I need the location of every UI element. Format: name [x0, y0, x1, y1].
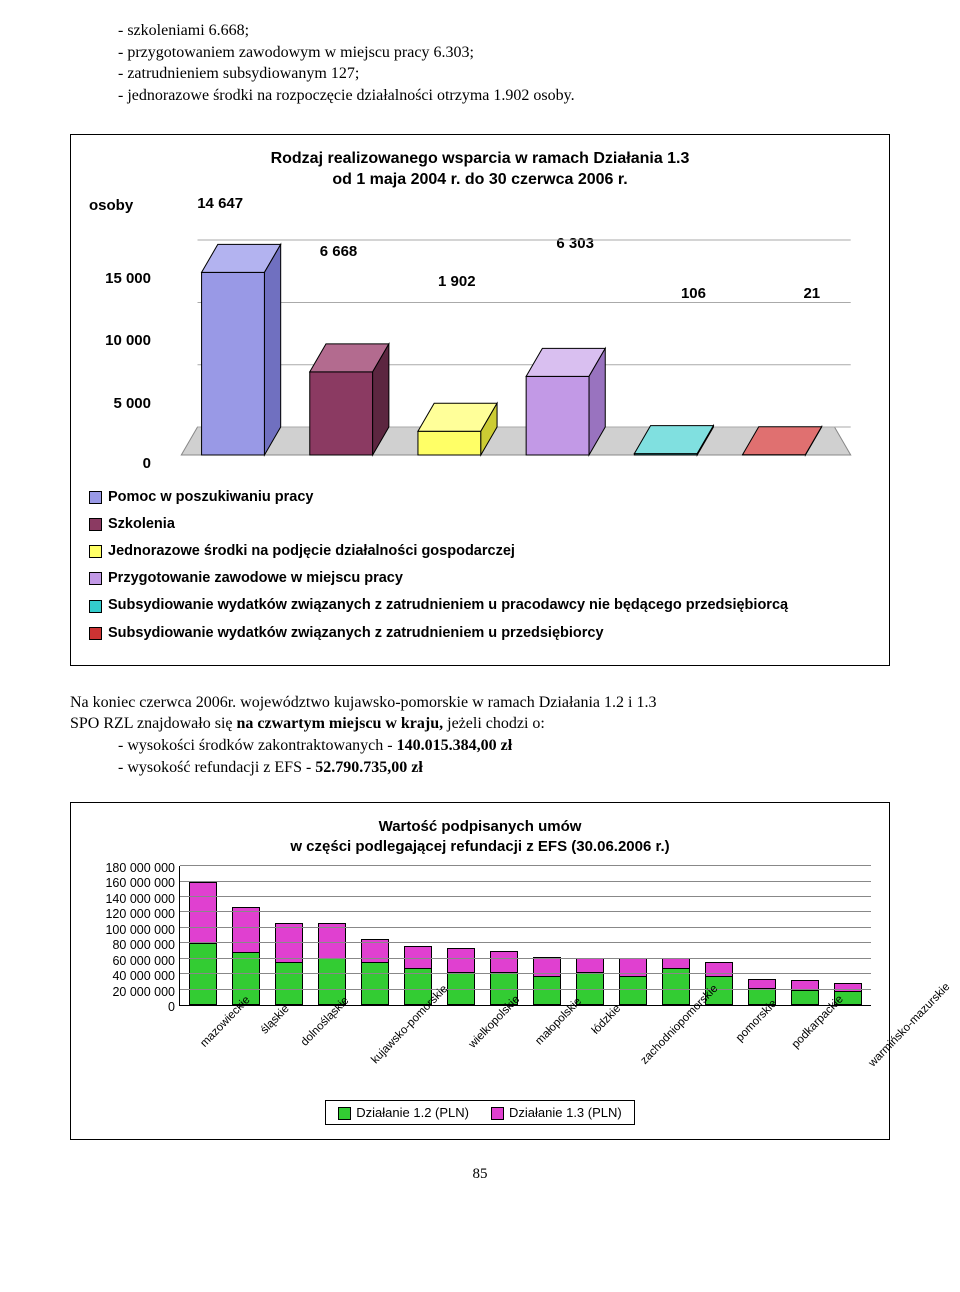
- chart2-bar: [740, 866, 783, 1005]
- chart1-legend-item: Szkolenia: [89, 515, 871, 533]
- chart2-title-line: w części podlegającej refundacji z EFS (…: [89, 837, 871, 857]
- midtext-sub-bold: 140.015.384,00 zł: [397, 737, 513, 754]
- chart1-legend: Pomoc w poszukiwaniu pracy Szkolenia Jedno…: [89, 488, 871, 642]
- chart2-legend: Działanie 1.2 (PLN) Działanie 1.3 (PLN): [325, 1100, 635, 1125]
- chart1-ylabel: osoby: [89, 195, 161, 214]
- chart2-ytick: 0: [168, 1000, 175, 1014]
- chart2-xlabels: mazowieckieśląskiedolnośląskiekujawsko-p…: [179, 1006, 871, 1092]
- legend-swatch: [89, 600, 102, 613]
- chart2-bar: [225, 866, 268, 1005]
- chart2-bar: [783, 866, 826, 1005]
- intro-line: - zatrudnieniem subsydiowanym 127;: [118, 63, 890, 85]
- legend-swatch: [89, 627, 102, 640]
- midtext-bold: na czwartym miejscu w kraju,: [237, 715, 444, 732]
- midtext: Na koniec czerwca 2006r. województwo kuj…: [70, 694, 656, 711]
- chart2-bar: [311, 866, 354, 1005]
- chart1-legend-label: Pomoc w poszukiwaniu pracy: [108, 488, 313, 506]
- chart1-plot: [161, 220, 871, 470]
- intro-line: - szkoleniami 6.668;: [118, 20, 890, 42]
- chart2-bar: [440, 866, 483, 1005]
- chart1-title-line: od 1 maja 2004 r. do 30 czerwca 2006 r.: [89, 170, 871, 191]
- chart2-title-line: Wartość podpisanych umów: [89, 817, 871, 837]
- chart1-legend-item: Subsydiowanie wydatków związanych z zatr…: [89, 596, 871, 614]
- chart1-legend-label: Subsydiowanie wydatków związanych z zatr…: [108, 624, 604, 642]
- chart1-legend-item: Jednorazowe środki na podjęcie działalno…: [89, 542, 871, 560]
- intro-line: - przygotowaniem zawodowym w miejscu pra…: [118, 42, 890, 64]
- chart2-plot: [179, 866, 871, 1006]
- chart2-bar: [354, 866, 397, 1005]
- chart2-ytick: 140 000 000: [105, 892, 175, 906]
- chart1-ytick: 5 000: [113, 395, 151, 412]
- midtext-sub: - wysokość refundacji z EFS -: [118, 759, 315, 776]
- legend-swatch: [89, 572, 102, 585]
- chart1-yaxis: 15 000 10 000 5 000 0: [89, 220, 159, 470]
- midtext-block: Na koniec czerwca 2006r. województwo kuj…: [70, 692, 890, 778]
- chart1-legend-item: Pomoc w poszukiwaniu pracy: [89, 488, 871, 506]
- legend-swatch: [89, 545, 102, 558]
- chart1-legend-label: Subsydiowanie wydatków związanych z zatr…: [108, 596, 788, 614]
- chart2-container: Wartość podpisanych umów w części podleg…: [70, 802, 890, 1140]
- chart2-bar: [182, 866, 225, 1005]
- chart2-ytick: 180 000 000: [105, 861, 175, 875]
- chart2-xlabel: warmińsko-mazurskie: [859, 974, 960, 1114]
- chart2-bar: [483, 866, 526, 1005]
- chart2-bar: [568, 866, 611, 1005]
- chart1-value-label: 14 647: [161, 195, 279, 214]
- chart1-value-labels: 14 6476 6681 9026 30310621: [161, 195, 871, 214]
- chart1-legend-label: Przygotowanie zawodowe w miejscu pracy: [108, 569, 403, 587]
- chart1-ytick: 10 000: [105, 332, 151, 349]
- chart2-ytick: 160 000 000: [105, 876, 175, 890]
- chart2-bar: [826, 866, 869, 1005]
- chart2-legend-label: Działanie 1.3 (PLN): [509, 1105, 622, 1120]
- midtext-sub-bold: 52.790.735,00 zł: [315, 759, 423, 776]
- legend-swatch: [89, 518, 102, 531]
- chart2-bar: [526, 866, 569, 1005]
- midtext: jeżeli chodzi o:: [443, 715, 545, 732]
- midtext-sub: - wysokości środków zakontraktowanych -: [118, 737, 397, 754]
- legend-swatch: [338, 1107, 351, 1120]
- chart1-legend-label: Szkolenia: [108, 515, 175, 533]
- chart2-ytick: 20 000 000: [112, 985, 175, 999]
- chart2-ytick: 60 000 000: [112, 954, 175, 968]
- midtext: SPO RZL znajdowało się: [70, 715, 237, 732]
- chart1-container: Rodzaj realizowanego wsparcia w ramach D…: [70, 134, 890, 665]
- chart1-title-line: Rodzaj realizowanego wsparcia w ramach D…: [89, 149, 871, 170]
- chart2-ytick: 120 000 000: [105, 907, 175, 921]
- chart2-ytick: 40 000 000: [112, 969, 175, 983]
- chart1-ytick: 15 000: [105, 270, 151, 287]
- chart2-bar: [611, 866, 654, 1005]
- legend-swatch: [89, 491, 102, 504]
- chart1-ytick: 0: [143, 455, 151, 472]
- chart1-legend-item: Przygotowanie zawodowe w miejscu pracy: [89, 569, 871, 587]
- chart2-bar: [654, 866, 697, 1005]
- intro-line: - jednorazowe środki na rozpoczęcie dzia…: [118, 85, 890, 107]
- legend-swatch: [491, 1107, 504, 1120]
- chart1-legend-label: Jednorazowe środki na podjęcie działalno…: [108, 542, 515, 560]
- chart2-ytick: 80 000 000: [112, 938, 175, 952]
- chart2-yaxis: 180 000 000160 000 000140 000 000120 000…: [89, 866, 179, 1006]
- chart2-legend-label: Działanie 1.2 (PLN): [356, 1105, 469, 1120]
- chart2-bar: [268, 866, 311, 1005]
- chart2-ytick: 100 000 000: [105, 923, 175, 937]
- intro-bullets: - szkoleniami 6.668; - przygotowaniem za…: [70, 20, 890, 106]
- chart1-legend-item: Subsydiowanie wydatków związanych z zatr…: [89, 624, 871, 642]
- page-number: 85: [70, 1166, 890, 1183]
